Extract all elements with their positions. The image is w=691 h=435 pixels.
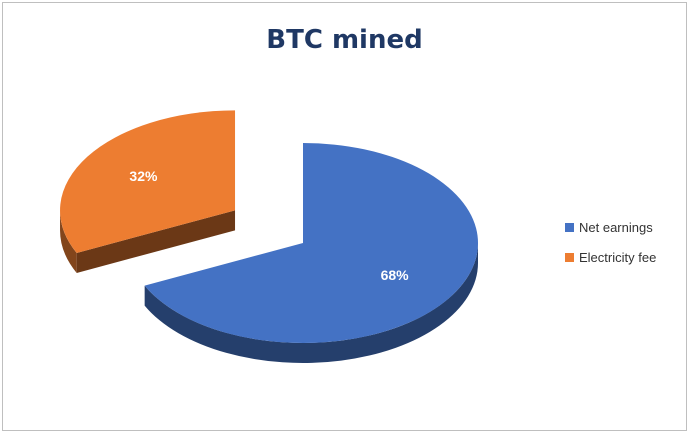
legend: Net earnings Electricity fee — [565, 217, 656, 277]
legend-swatch-electricity-fee — [565, 252, 574, 262]
chart-frame: BTC mined 32% 68% Net earnings Electricit… — [2, 2, 687, 431]
pie-chart: 32% 68% — [60, 110, 478, 363]
chart-title: BTC mined — [266, 25, 423, 55]
slice-side-net-earnings — [144, 243, 478, 363]
legend-item-net-earnings: Net earnings — [565, 217, 656, 237]
legend-item-electricity-fee: Electricity fee — [565, 247, 656, 267]
legend-label-net-earnings: Net earnings — [579, 219, 653, 235]
slice-electricity-fee — [60, 110, 236, 253]
legend-label-electricity-fee: Electricity fee — [579, 249, 657, 265]
slice-net-earnings — [144, 143, 478, 344]
legend-swatch-net-earnings — [565, 222, 574, 232]
slice-wall-electricity-fee-0 — [76, 210, 236, 273]
data-label-electricity-fee: 32% — [129, 168, 158, 184]
data-label-net-earnings: 68% — [381, 267, 410, 283]
slice-side-electricity-fee — [60, 210, 77, 273]
